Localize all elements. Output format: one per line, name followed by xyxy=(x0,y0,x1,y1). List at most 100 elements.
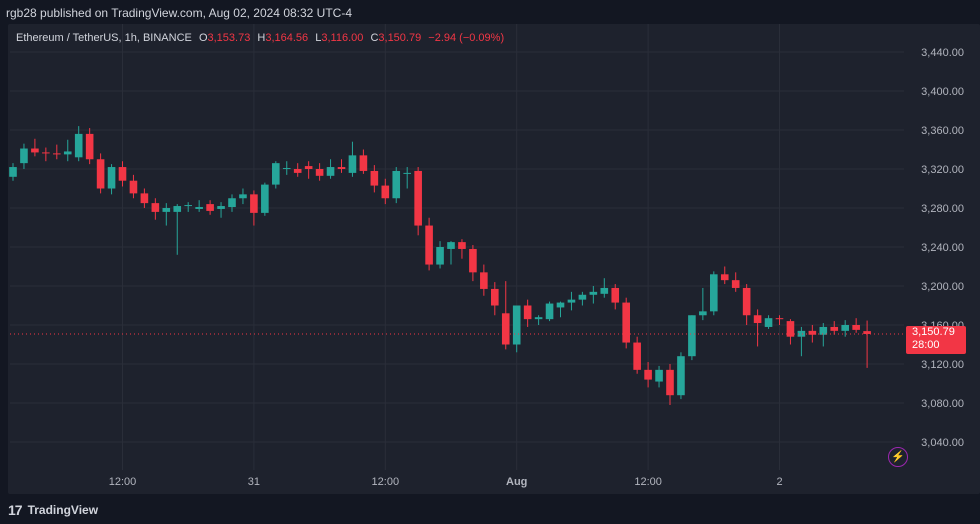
candle-body xyxy=(140,193,149,204)
x-axis-tick-label: 12:00 xyxy=(634,476,662,488)
candle-body xyxy=(666,369,674,396)
candle-body xyxy=(381,185,390,199)
candle-body xyxy=(85,133,94,160)
candle-body xyxy=(195,207,203,209)
candle xyxy=(622,297,630,349)
candle xyxy=(381,178,390,205)
candle xyxy=(129,174,138,199)
candle-body xyxy=(118,167,127,181)
candle xyxy=(633,336,641,374)
candle-body xyxy=(501,313,510,345)
y-axis-tick-label: 3,280.00 xyxy=(921,203,964,215)
candle-body xyxy=(545,303,554,320)
candle-body xyxy=(348,155,357,173)
high-label: H xyxy=(257,32,266,44)
candle-body xyxy=(469,248,477,273)
close-value: 3,150.79 xyxy=(378,32,422,44)
candle-body xyxy=(31,148,39,153)
candle-body xyxy=(480,272,488,289)
candle xyxy=(819,323,828,347)
y-axis-tick-label: 3,320.00 xyxy=(921,164,964,176)
high-value: 3,164.56 xyxy=(265,32,309,44)
publish-info: rgb28 published on TradingView.com, Aug … xyxy=(6,6,353,20)
candle-body xyxy=(458,242,466,249)
x-axis-tick-label: 12:00 xyxy=(372,476,400,488)
candle-body xyxy=(315,169,324,176)
candle xyxy=(282,161,291,175)
candle xyxy=(545,301,554,322)
candle xyxy=(688,315,696,361)
lightning-icon[interactable]: ⚡ xyxy=(888,447,908,467)
candle xyxy=(348,141,357,177)
candle-body xyxy=(9,167,17,177)
candle-body xyxy=(129,180,138,194)
candle-body xyxy=(447,242,455,249)
candle-body xyxy=(830,326,839,331)
candle-body xyxy=(775,318,784,320)
candle-body xyxy=(359,155,368,171)
candle xyxy=(491,282,499,316)
candle xyxy=(53,144,61,160)
brand-logo[interactable]: 17 TradingView xyxy=(8,502,98,518)
brand-name: TradingView xyxy=(27,503,99,517)
candle-body xyxy=(655,369,663,382)
candle xyxy=(425,217,433,271)
candle xyxy=(107,164,116,195)
candle-body xyxy=(841,325,849,331)
candle xyxy=(720,266,729,285)
candle-body xyxy=(731,280,740,288)
candle-body xyxy=(107,167,116,189)
candle xyxy=(742,284,751,325)
footer-bar xyxy=(0,496,980,524)
candle xyxy=(567,291,576,311)
candle-body xyxy=(753,315,762,324)
y-axis-tick-label: 3,040.00 xyxy=(921,437,964,449)
low-value: 3,116.00 xyxy=(321,32,364,44)
candle-body xyxy=(808,330,817,335)
candle-body xyxy=(710,274,718,312)
candle xyxy=(458,239,466,259)
candle xyxy=(228,194,236,212)
candle xyxy=(644,362,652,388)
candle-body xyxy=(578,294,587,300)
candle xyxy=(863,320,871,368)
open-value: 3,153.73 xyxy=(207,32,251,44)
candle-body xyxy=(425,225,433,265)
candle xyxy=(534,315,543,325)
candle-body xyxy=(42,152,50,154)
candle-body xyxy=(272,163,280,185)
candle-body xyxy=(403,172,411,174)
candle-body xyxy=(512,305,521,345)
x-axis-tick-label: 31 xyxy=(248,476,260,488)
candle-body xyxy=(370,170,379,186)
candle xyxy=(480,264,488,296)
x-axis-tick-label: 2 xyxy=(776,476,782,488)
candle-body xyxy=(633,342,641,370)
candle xyxy=(830,321,839,335)
candle xyxy=(74,126,83,162)
candle xyxy=(261,182,269,216)
chart-panel[interactable]: 3,040.003,080.003,120.003,160.003,200.00… xyxy=(8,24,980,494)
candle xyxy=(173,204,182,255)
candle xyxy=(118,161,127,187)
candlestick-chart[interactable]: 3,040.003,080.003,120.003,160.003,200.00… xyxy=(8,24,980,494)
candle xyxy=(666,364,674,405)
candle-body xyxy=(786,321,795,337)
candle-body xyxy=(162,208,171,212)
candle xyxy=(556,301,565,318)
candle xyxy=(326,159,335,179)
candle-body xyxy=(720,274,729,281)
candle xyxy=(731,272,740,292)
x-axis-tick-label: Aug xyxy=(506,476,527,488)
candle xyxy=(677,352,685,400)
candle xyxy=(151,198,160,220)
candle xyxy=(96,153,105,194)
candle-body xyxy=(523,305,532,320)
candle xyxy=(315,163,324,181)
candle xyxy=(304,161,313,179)
candle xyxy=(841,320,849,337)
candle-body xyxy=(699,311,707,316)
candle xyxy=(775,315,784,325)
candle-body xyxy=(622,302,630,343)
candle-body xyxy=(556,302,565,308)
